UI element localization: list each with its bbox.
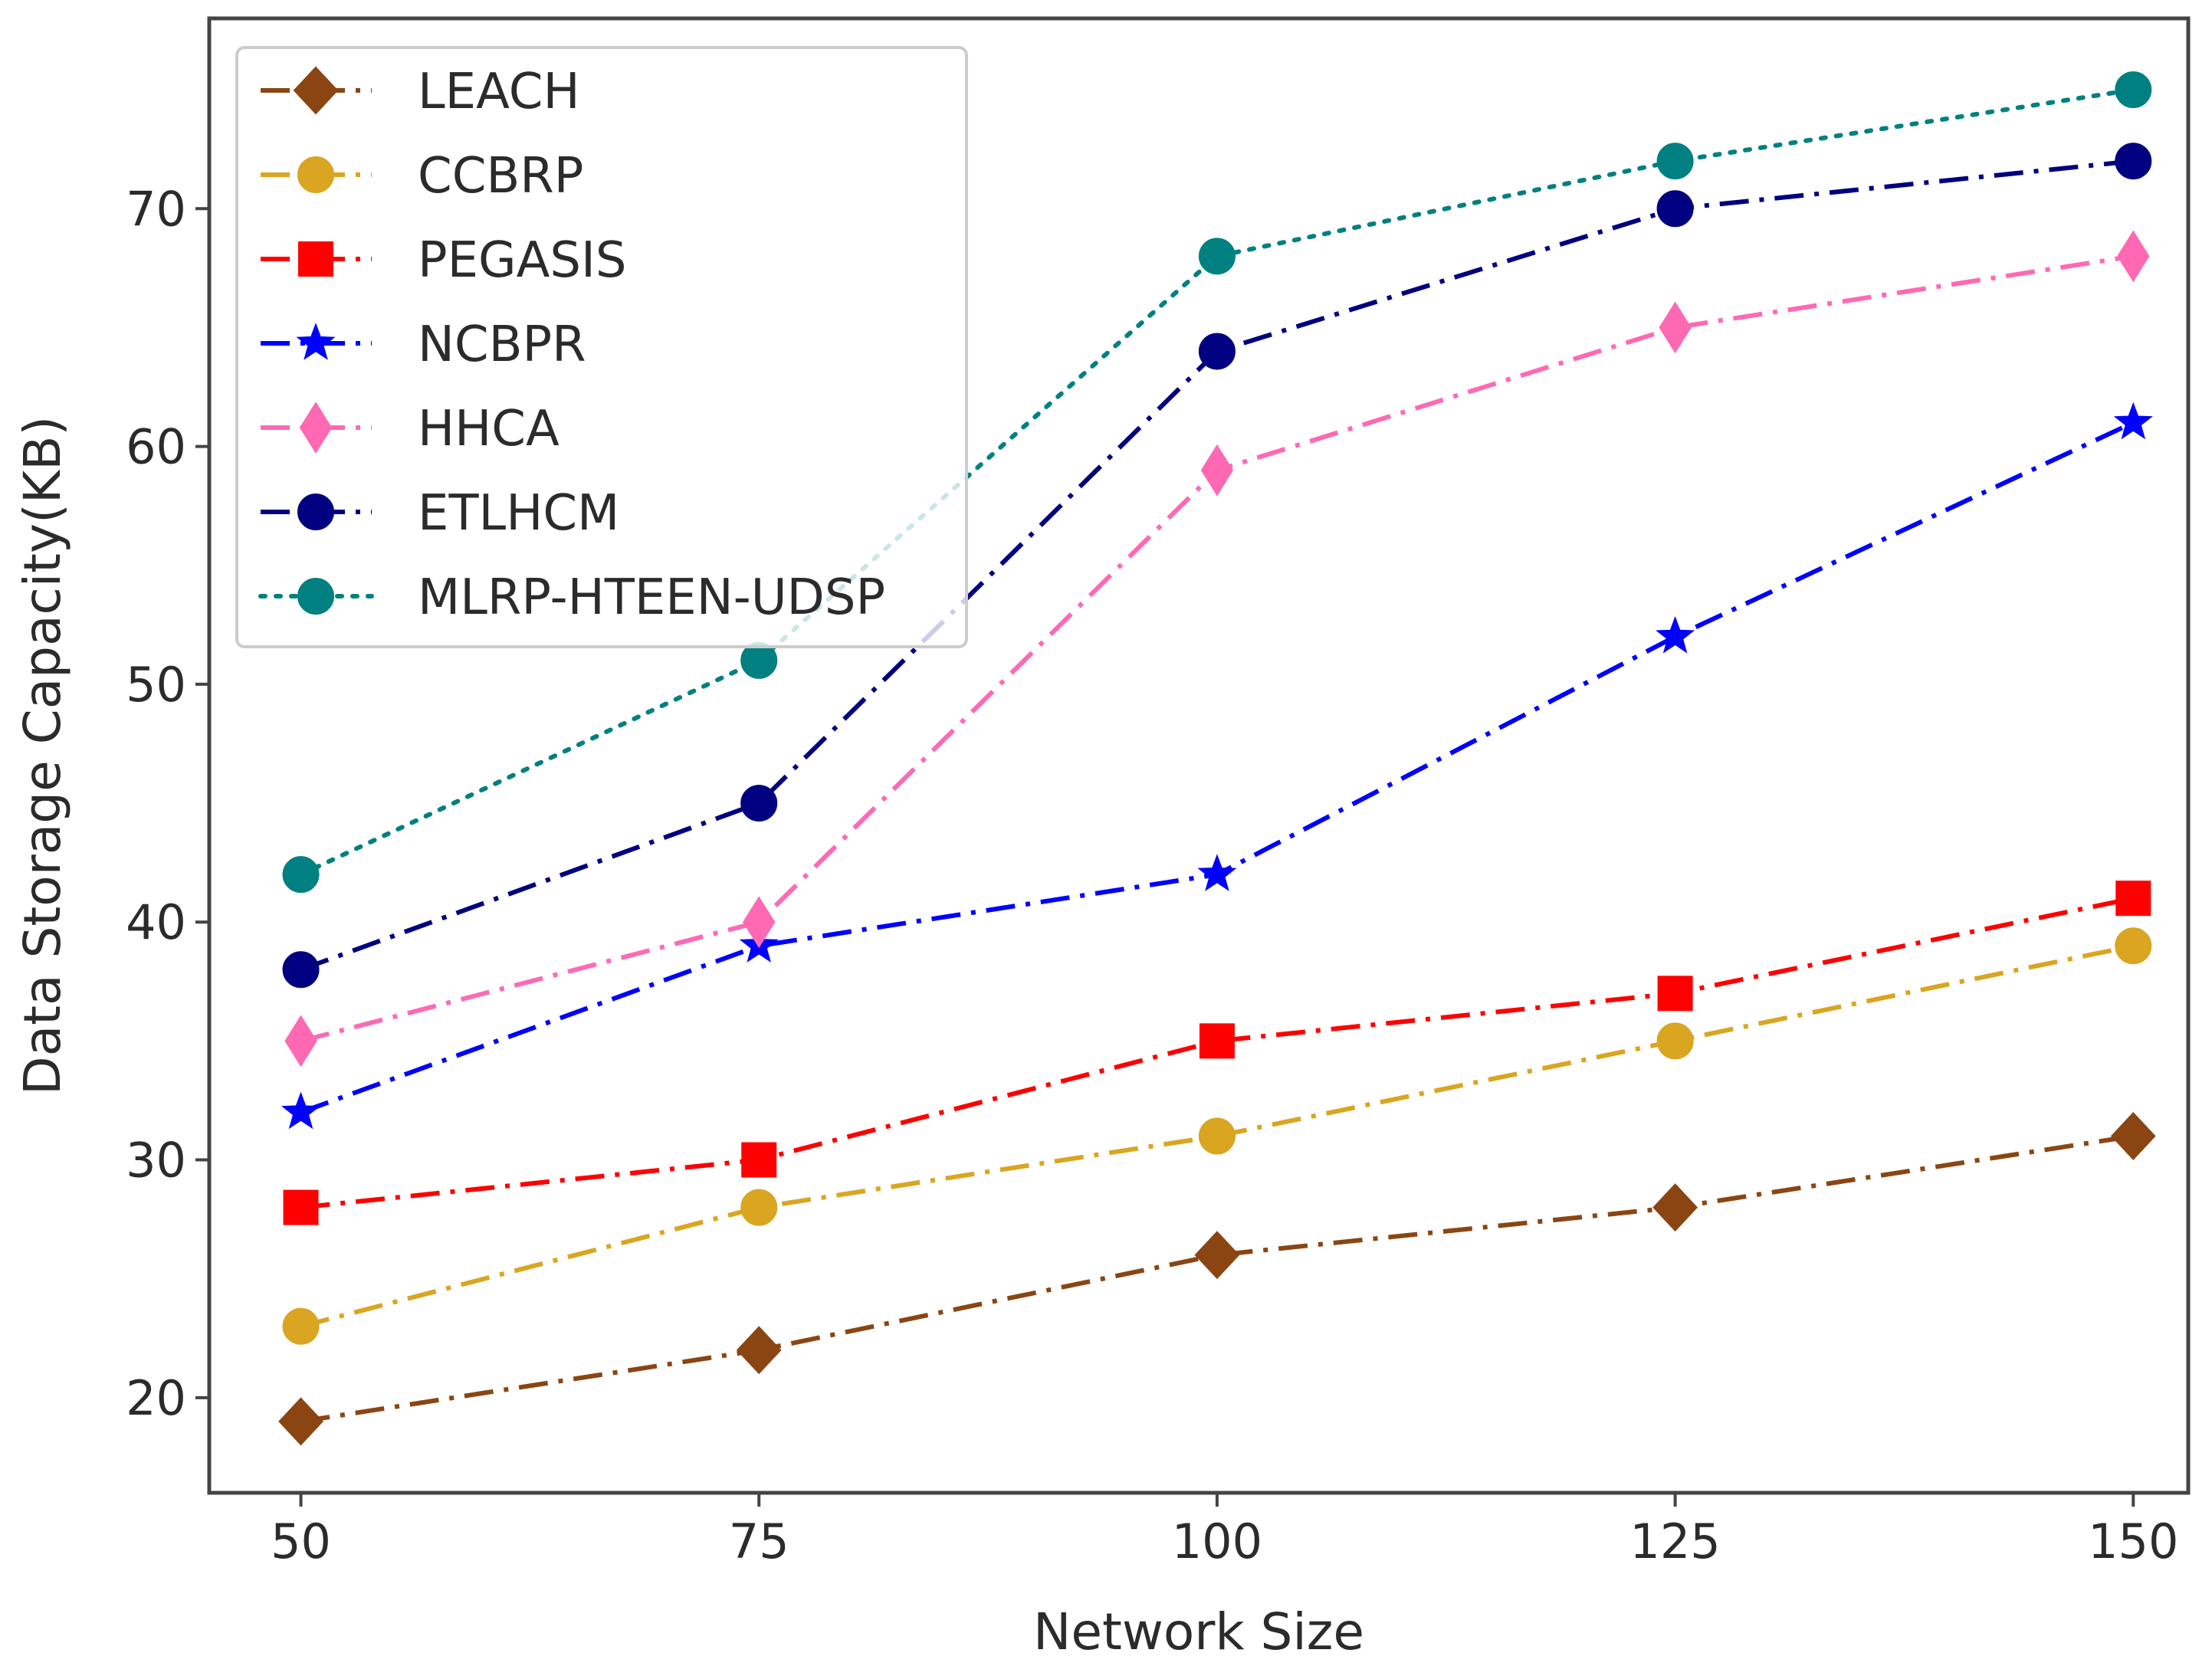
point-leach-100: [1194, 1231, 1240, 1280]
point-pegasis-50: [283, 1189, 319, 1225]
y-axis-label: Data Storage Capacity(KB): [13, 416, 72, 1095]
legend: LEACH CCBRP PEGASIS NCBPR HHCA ETLHCM MLRP-HTE…: [235, 46, 968, 648]
legend-entry-etlhcm: ETLHCM: [261, 485, 619, 542]
series-line-ccbrp: [300, 943, 2134, 1329]
point-ccbrp-125: [1656, 1022, 1694, 1060]
series-leach: [278, 1112, 2156, 1446]
legend-entry-mlrp-hteen-udsp: MLRP-HTEEN-UDSP: [258, 569, 885, 626]
point-hhca-150: [2117, 230, 2150, 283]
legend-marker-leach: [293, 66, 339, 115]
legend-label-mlrp-hteen-udsp: MLRP-HTEEN-UDSP: [418, 569, 885, 626]
series-line-pegasis: [300, 896, 2134, 1210]
x-tick-label-50: 50: [271, 1514, 331, 1569]
point-ccbrp-150: [2115, 927, 2152, 965]
legend-label-etlhcm: ETLHCM: [418, 485, 619, 542]
point-etlhcm-100: [1198, 333, 1236, 370]
point-leach-50: [278, 1397, 323, 1446]
legend-marker-ccbrp: [297, 156, 334, 193]
legend-label-hhca: HHCA: [418, 401, 560, 457]
x-tick-label-150: 150: [2088, 1514, 2178, 1569]
legend-label-pegasis: PEGASIS: [418, 232, 627, 289]
x-tick-label-75: 75: [729, 1514, 789, 1569]
point-pegasis-125: [1657, 976, 1693, 1012]
legend-label-leach: LEACH: [418, 64, 580, 120]
legend-entry-leach: LEACH: [261, 64, 580, 120]
legend-marker-etlhcm: [297, 494, 334, 530]
series-ccbrp: [282, 927, 2152, 1345]
point-mlrp-hteen-udsp-50: [282, 856, 320, 894]
legend-marker-mlrp-hteen-udsp: [297, 578, 334, 615]
point-pegasis-75: [741, 1142, 777, 1178]
point-etlhcm-75: [740, 785, 778, 822]
legend-entry-pegasis: PEGASIS: [261, 232, 627, 289]
point-etlhcm-50: [282, 951, 320, 989]
point-leach-150: [2110, 1112, 2156, 1160]
legend-marker-ncbpr: [296, 323, 336, 360]
point-etlhcm-150: [2115, 143, 2152, 180]
x-tick-label-125: 125: [1629, 1514, 1720, 1569]
point-leach-125: [1652, 1183, 1698, 1232]
point-hhca-100: [1200, 444, 1234, 497]
point-etlhcm-125: [1656, 190, 1694, 228]
point-ccbrp-100: [1198, 1117, 1236, 1155]
series-line-leach: [300, 1133, 2134, 1424]
series-hhca: [284, 230, 2150, 1067]
point-pegasis-100: [1199, 1023, 1235, 1059]
x-tick-label-100: 100: [1172, 1514, 1262, 1569]
series-mlrp-hteen-udsp: [282, 71, 2152, 894]
series-etlhcm: [282, 143, 2152, 989]
legend-marker-hhca: [299, 402, 333, 454]
series-pegasis: [283, 881, 2151, 1225]
point-ccbrp-50: [282, 1307, 320, 1345]
legend-entry-ccbrp: CCBRP: [261, 148, 583, 205]
legend-box: [235, 46, 968, 648]
plot-frame: [207, 16, 2191, 1495]
point-ncbpr-150: [2113, 402, 2153, 440]
point-ccbrp-75: [740, 1189, 778, 1226]
y-tick-label-70: 70: [126, 181, 186, 237]
y-tick-label-40: 40: [126, 894, 186, 950]
legend-entry-ncbpr: NCBPR: [261, 316, 586, 373]
y-tick-label-20: 20: [126, 1370, 186, 1426]
point-ncbpr-100: [1197, 854, 1237, 891]
legend-label-ncbpr: NCBPR: [418, 316, 586, 373]
y-tick-label-50: 50: [126, 657, 186, 713]
y-tick-label-60: 60: [126, 419, 186, 475]
point-ncbpr-50: [281, 1091, 321, 1130]
y-tick-label-30: 30: [126, 1133, 186, 1189]
axes-layer: 20 30 40 50 60 70 50 75 100 125 150: [126, 181, 2178, 1569]
series-layer: [278, 71, 2156, 1446]
point-leach-75: [736, 1326, 782, 1375]
legend-entry-hhca: HHCA: [261, 401, 560, 457]
point-mlrp-hteen-udsp-100: [1198, 238, 1236, 275]
point-hhca-50: [284, 1015, 317, 1067]
point-mlrp-hteen-udsp-125: [1656, 143, 1694, 180]
point-pegasis-150: [2115, 881, 2151, 917]
point-ncbpr-125: [1656, 615, 1695, 654]
point-hhca-75: [743, 896, 776, 949]
point-mlrp-hteen-udsp-150: [2115, 71, 2152, 109]
x-axis-label: Network Size: [1033, 1602, 1364, 1661]
series-line-mlrp-hteen-udsp: [298, 87, 2136, 877]
legend-marker-pegasis: [298, 241, 333, 277]
legend-label-ccbrp: CCBRP: [418, 148, 583, 205]
point-hhca-125: [1659, 301, 1692, 354]
